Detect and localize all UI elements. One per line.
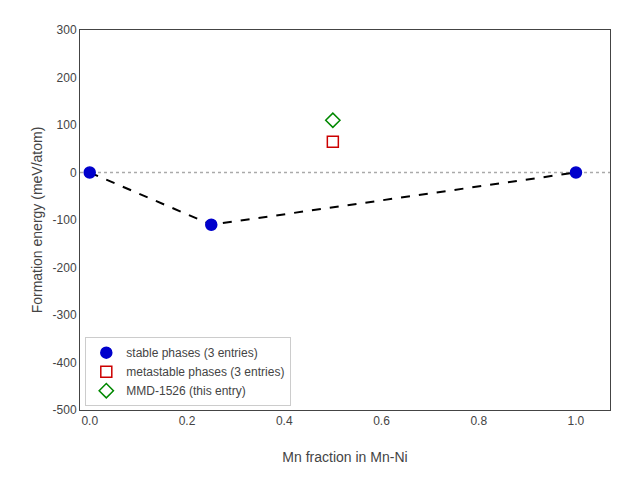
svg-text:200: 200 bbox=[57, 71, 77, 85]
svg-text:0: 0 bbox=[70, 166, 77, 180]
svg-text:0.0: 0.0 bbox=[81, 414, 98, 428]
svg-text:300: 300 bbox=[57, 23, 77, 37]
svg-text:0.4: 0.4 bbox=[276, 414, 293, 428]
svg-text:-200: -200 bbox=[53, 261, 77, 275]
svg-text:MMD-1526 (this entry): MMD-1526 (this entry) bbox=[126, 384, 245, 398]
svg-text:-300: -300 bbox=[53, 308, 77, 322]
svg-text:0.6: 0.6 bbox=[373, 414, 390, 428]
svg-text:stable phases (3 entries): stable phases (3 entries) bbox=[126, 346, 257, 360]
svg-text:-500: -500 bbox=[53, 403, 77, 417]
svg-text:100: 100 bbox=[57, 118, 77, 132]
svg-text:Formation energy (meV/atom): Formation energy (meV/atom) bbox=[29, 127, 45, 314]
svg-text:Mn fraction in Mn-Ni: Mn fraction in Mn-Ni bbox=[282, 449, 407, 465]
svg-text:-100: -100 bbox=[53, 213, 77, 227]
svg-text:1.0: 1.0 bbox=[568, 414, 585, 428]
svg-text:metastable phases (3 entries): metastable phases (3 entries) bbox=[126, 365, 284, 379]
svg-text:-400: -400 bbox=[53, 356, 77, 370]
svg-text:0.2: 0.2 bbox=[179, 414, 196, 428]
svg-text:0.8: 0.8 bbox=[470, 414, 487, 428]
